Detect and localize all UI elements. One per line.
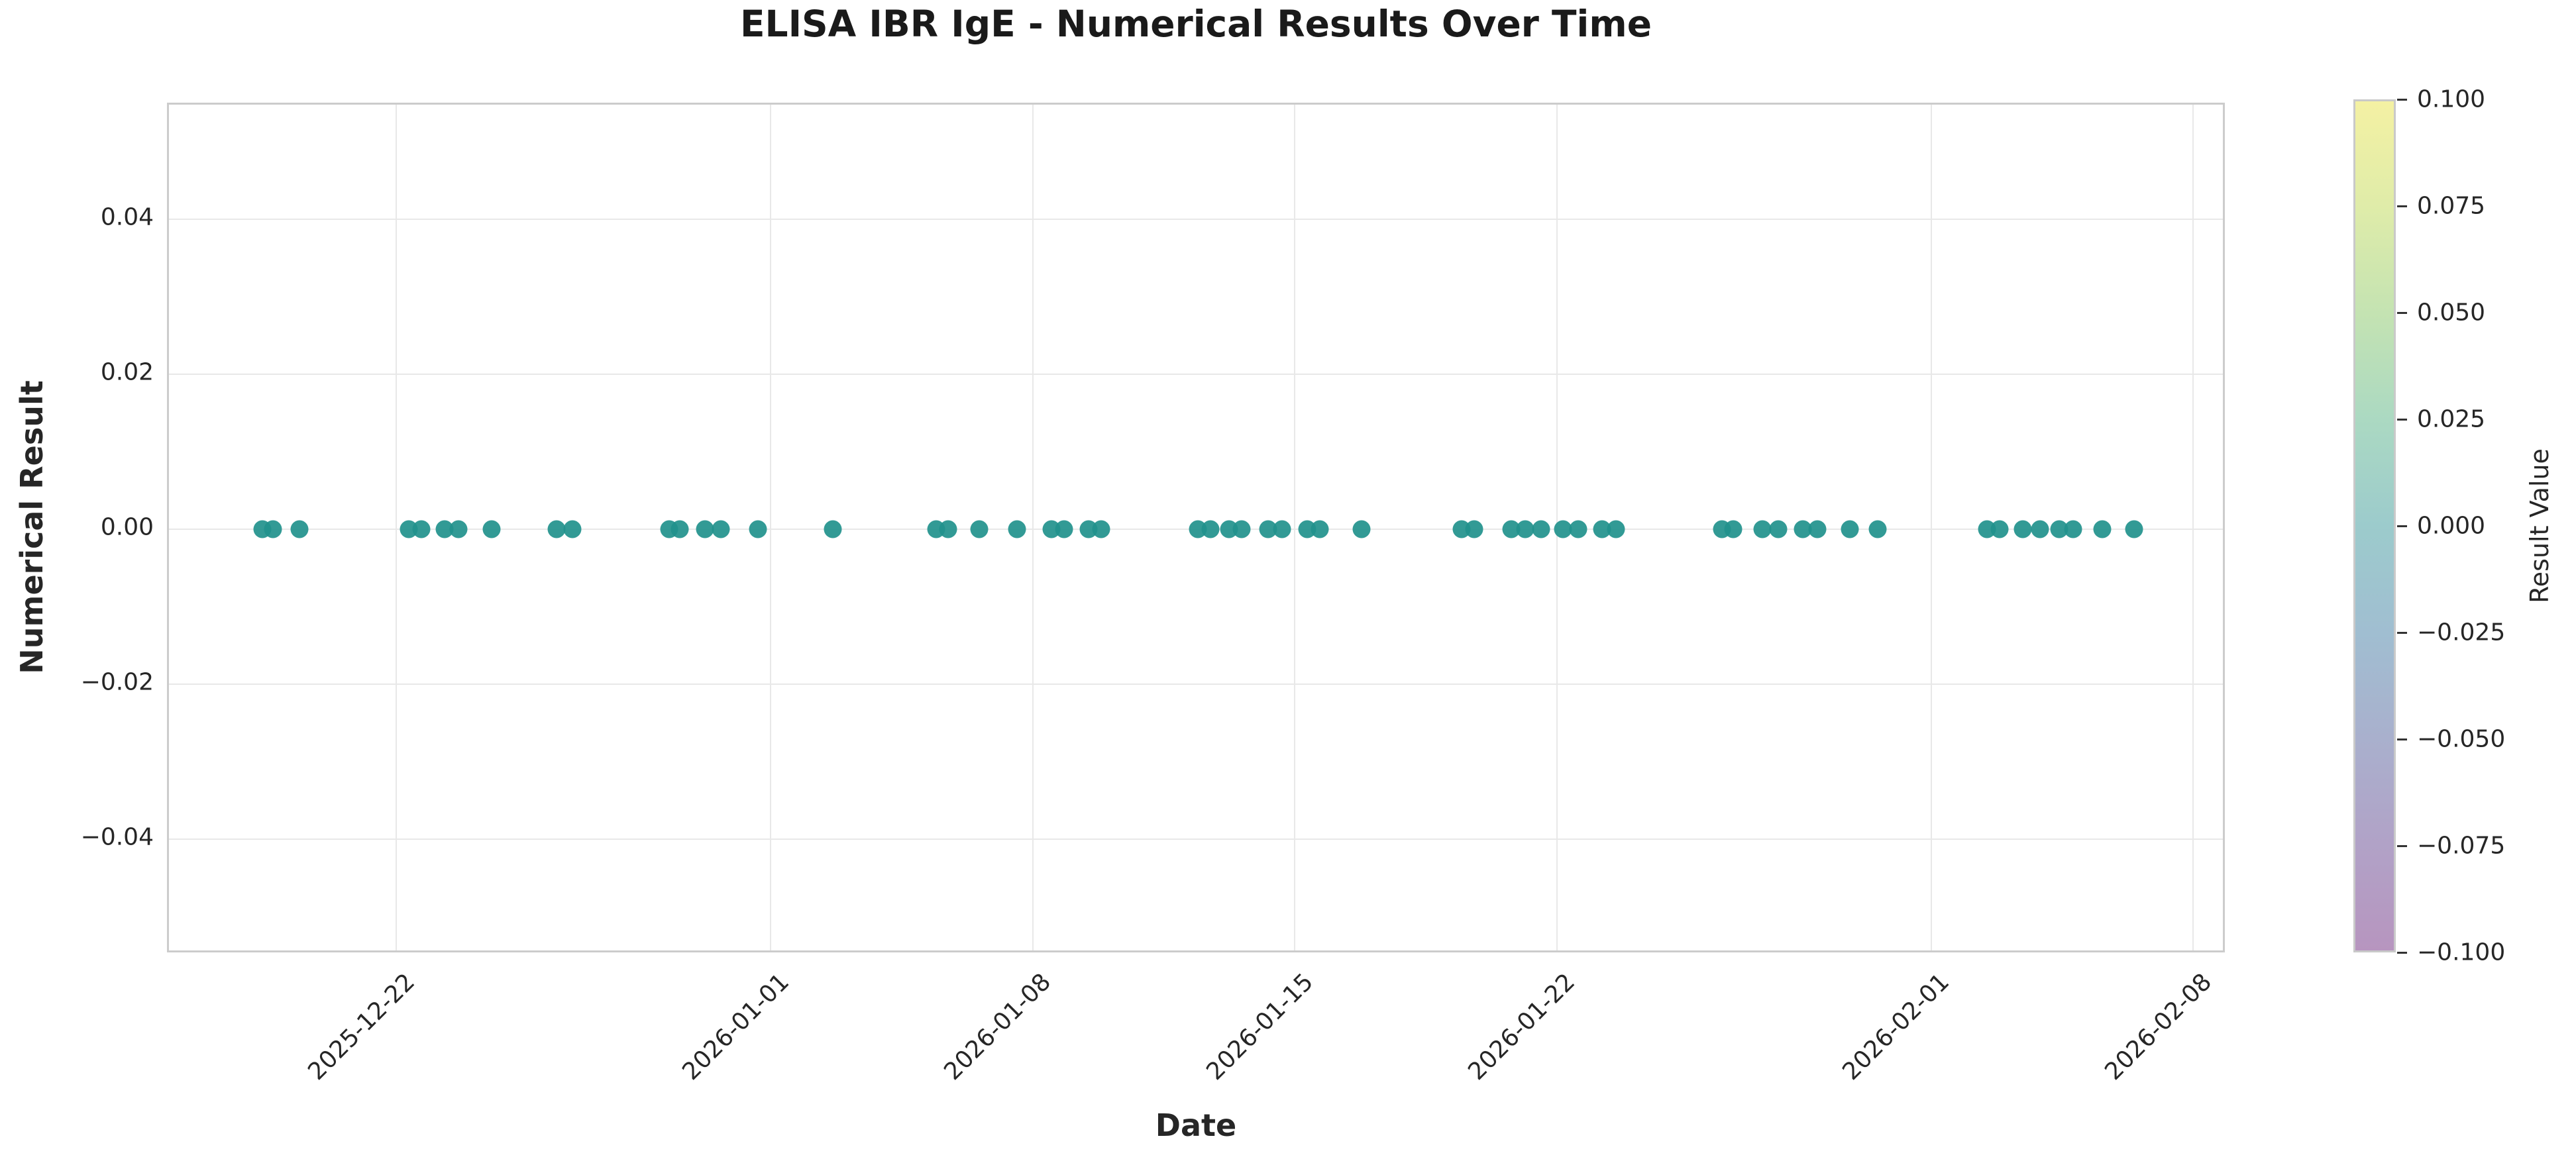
colorbar-tick-mark	[2397, 205, 2407, 207]
chart-title: ELISA IBR IgE - Numerical Results Over T…	[739, 3, 1652, 45]
colorbar-tick-mark	[2397, 98, 2407, 101]
x-axis-label: Date	[1155, 1107, 1237, 1143]
vertical-gridline	[1930, 105, 1932, 950]
scatter-point	[2125, 520, 2143, 538]
y-tick-label: −0.04	[80, 823, 154, 851]
colorbar-tick-mark	[2397, 738, 2407, 740]
colorbar-label: Result Value	[2525, 448, 2554, 603]
y-tick-label: 0.04	[100, 203, 154, 231]
scatter-point	[1724, 520, 1743, 538]
scatter-point	[1516, 520, 1534, 538]
scatter-point	[1352, 520, 1371, 538]
x-tick-label: 2025-12-22	[303, 968, 420, 1086]
scatter-point	[1201, 520, 1220, 538]
scatter-point	[1990, 520, 2009, 538]
scatter-point	[1841, 520, 1859, 538]
scatter-point	[482, 520, 501, 538]
scatter-point	[449, 520, 468, 538]
scatter-point	[671, 520, 689, 538]
scatter-point	[1311, 520, 1329, 538]
scatter-point	[1753, 520, 1772, 538]
horizontal-gridline	[169, 374, 2223, 375]
colorbar-tick-label: −0.025	[2417, 619, 2506, 646]
scatter-point	[1554, 520, 1572, 538]
horizontal-gridline	[169, 219, 2223, 220]
horizontal-gridline	[169, 839, 2223, 840]
scatter-point	[1008, 520, 1026, 538]
scatter-point	[712, 520, 730, 538]
scatter-point	[696, 520, 714, 538]
x-tick-label: 2026-01-01	[677, 968, 794, 1086]
colorbar-tick-mark	[2397, 844, 2407, 847]
vertical-gridline	[1294, 105, 1295, 950]
x-tick-label: 2026-01-22	[1463, 968, 1581, 1086]
scatter-point	[939, 520, 957, 538]
scatter-point	[2064, 520, 2082, 538]
colorbar-tick-label: −0.050	[2417, 725, 2506, 753]
scatter-point	[1273, 520, 1291, 538]
scatter-point	[1769, 520, 1788, 538]
scatter-point	[1569, 520, 1587, 538]
colorbar-tick-mark	[2397, 631, 2407, 634]
vertical-gridline	[1032, 105, 1034, 950]
x-tick-label: 2026-02-08	[2100, 968, 2217, 1086]
colorbar-tick-label: −0.100	[2417, 939, 2506, 966]
scatter-point	[1868, 520, 1887, 538]
scatter-point	[2031, 520, 2049, 538]
scatter-point	[1055, 520, 1073, 538]
y-axis-label: Numerical Result	[14, 380, 50, 674]
colorbar-tick-label: 0.025	[2417, 405, 2486, 433]
scatter-point	[412, 520, 431, 538]
y-tick-label: 0.02	[100, 358, 154, 386]
colorbar-tick-mark	[2397, 311, 2407, 314]
colorbar-tick-label: 0.050	[2417, 299, 2486, 327]
colorbar-tick-label: 0.100	[2417, 85, 2486, 113]
scatter-point	[264, 520, 282, 538]
scatter-point	[1607, 520, 1625, 538]
colorbar-tick-label: 0.075	[2417, 192, 2486, 220]
colorbar-tick-mark	[2397, 418, 2407, 421]
scatter-point	[1465, 520, 1483, 538]
y-tick-label: −0.02	[80, 668, 154, 696]
scatter-point	[1092, 520, 1110, 538]
colorbar-tick-label: 0.000	[2417, 512, 2486, 540]
vertical-gridline	[396, 105, 397, 950]
colorbar	[2353, 99, 2396, 952]
scatter-point	[1232, 520, 1251, 538]
colorbar-tick-mark	[2397, 525, 2407, 527]
x-tick-label: 2026-02-01	[1837, 968, 1955, 1086]
scatter-point	[290, 520, 309, 538]
horizontal-gridline	[169, 684, 2223, 685]
scatter-point	[563, 520, 582, 538]
x-tick-label: 2026-01-15	[1201, 968, 1318, 1086]
scatter-point	[2093, 520, 2112, 538]
scatter-point	[970, 520, 989, 538]
vertical-gridline	[2192, 105, 2194, 950]
scatter-point	[2013, 520, 2032, 538]
vertical-gridline	[770, 105, 771, 950]
scatter-point	[1532, 520, 1550, 538]
scatter-point	[1808, 520, 1827, 538]
y-tick-label: 0.00	[100, 513, 154, 541]
plot-area	[167, 103, 2225, 952]
colorbar-tick-mark	[2397, 951, 2407, 954]
scatter-point	[547, 520, 566, 538]
scatter-point	[749, 520, 767, 538]
x-tick-label: 2026-01-08	[939, 968, 1057, 1086]
scatter-point	[824, 520, 842, 538]
colorbar-tick-label: −0.075	[2417, 832, 2506, 860]
